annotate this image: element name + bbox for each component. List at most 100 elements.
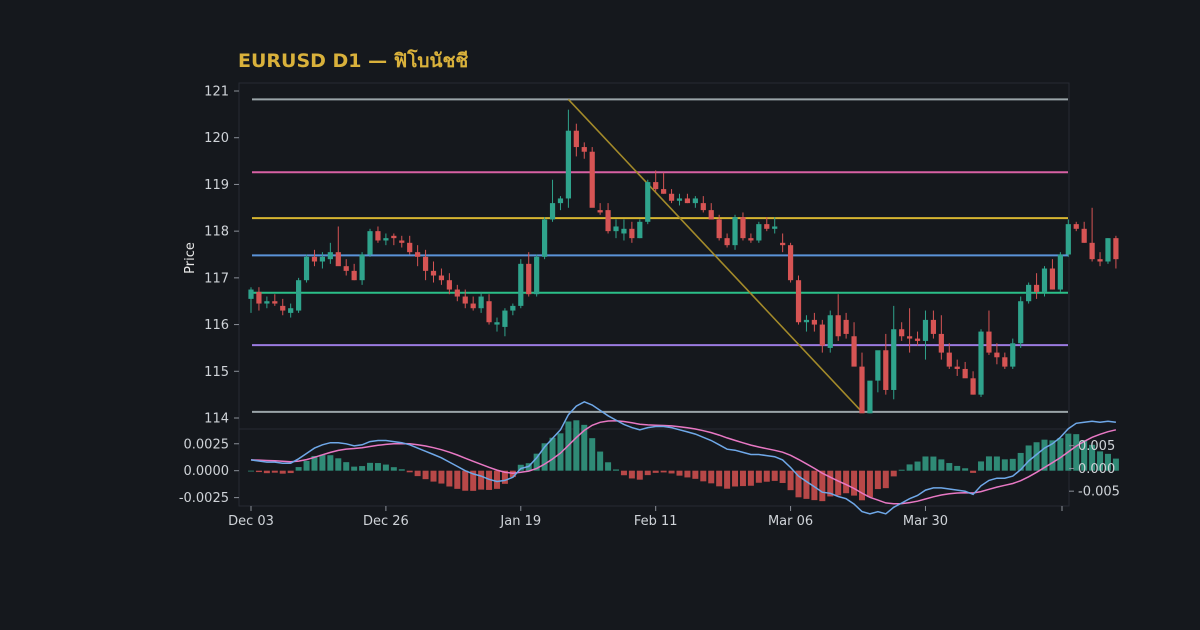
macd-histogram-bar — [620, 470, 627, 476]
macd-histogram-bar — [263, 470, 270, 474]
candle-body — [748, 238, 754, 241]
macd-histogram-bar — [906, 464, 913, 471]
macd-histogram-bar — [851, 470, 858, 496]
macd-histogram-bar — [716, 470, 723, 487]
candle-body — [899, 329, 905, 337]
candle-body — [1105, 238, 1111, 262]
macd-histogram-bar — [890, 470, 897, 477]
candle — [740, 212, 746, 241]
y-tick-label: 119 — [204, 178, 229, 193]
macd-histogram-bar — [835, 470, 842, 496]
candle — [518, 259, 524, 309]
candle-body — [422, 256, 429, 271]
candle-body — [1010, 343, 1016, 367]
macd-histogram-bar — [993, 456, 1000, 471]
candle — [787, 242, 794, 283]
y-tick-label: 121 — [204, 85, 229, 100]
macd-histogram-bar — [549, 437, 556, 471]
candle — [986, 310, 992, 355]
candle — [280, 298, 286, 316]
candle-body — [661, 189, 667, 194]
candle-body — [684, 198, 691, 204]
macd-histogram-bar — [271, 470, 278, 473]
x-tick-label: Feb 11 — [634, 514, 678, 529]
candle — [1113, 235, 1119, 269]
candle-body — [994, 352, 1000, 358]
candle — [1033, 273, 1040, 299]
candle-body — [367, 231, 373, 255]
candle-body — [462, 296, 468, 304]
y-tick-label: 116 — [204, 318, 229, 333]
chart-title: EURUSD D1 — ฟิโบนัชชี — [238, 50, 469, 72]
macd-histogram-bar — [533, 453, 540, 471]
candle — [446, 273, 452, 295]
candle — [1002, 352, 1008, 369]
macd-histogram-bar — [613, 469, 620, 471]
macd-histogram-bar — [279, 470, 286, 474]
candle-body — [589, 151, 595, 208]
candle-body — [549, 203, 556, 220]
candle-body — [867, 380, 873, 414]
macd-histogram-bar — [882, 470, 889, 489]
macd-histogram-bar — [1025, 445, 1032, 471]
candle — [764, 217, 770, 232]
candle-body — [407, 242, 413, 253]
macd-histogram-bar — [739, 470, 746, 487]
macd-right-tick-label: 0.000 — [1078, 462, 1115, 477]
candle — [383, 233, 389, 246]
x-tick-label: Dec 26 — [363, 514, 409, 529]
candle-body — [843, 319, 849, 334]
macd-histogram-bar — [406, 470, 413, 473]
x-axis: Dec 03 Dec 26 Jan 19 Feb 11 Mar 06 Mar 30 — [228, 506, 1063, 529]
candle — [526, 252, 532, 297]
macd-lines — [250, 400, 1117, 515]
candle — [367, 228, 373, 257]
candle — [1026, 282, 1032, 304]
candle — [907, 308, 913, 353]
candle-body — [700, 203, 706, 211]
macd-histogram-bar — [636, 470, 643, 480]
y-tick-label: 117 — [204, 271, 229, 286]
candle-body — [954, 366, 960, 369]
x-tick-label: Jan 19 — [499, 514, 541, 529]
candle-body — [359, 254, 365, 281]
candle-body — [343, 266, 349, 271]
candle — [946, 343, 952, 369]
trendline — [567, 98, 863, 413]
candle-body — [335, 252, 341, 267]
macd-histogram-bar — [922, 456, 929, 471]
candle-body — [438, 275, 445, 281]
candle — [724, 233, 730, 248]
candle — [803, 315, 810, 332]
macd-right-tick-label: 0.005 — [1078, 439, 1115, 454]
macd-histogram-bar — [795, 470, 802, 498]
candle-body — [740, 217, 746, 239]
macd-histogram-bar — [724, 470, 731, 489]
candle — [1010, 338, 1016, 369]
candle-body — [486, 301, 492, 323]
candle-body — [1089, 242, 1095, 260]
macd-histogram-bar — [644, 470, 651, 476]
macd-histogram-bar — [700, 470, 707, 482]
candle-body — [708, 210, 714, 220]
candle-body — [541, 219, 548, 257]
candle — [700, 196, 706, 213]
candle-body — [319, 256, 326, 262]
macd-histogram-bar — [501, 470, 508, 484]
macd-histogram-bar — [938, 459, 945, 471]
candle — [867, 380, 873, 414]
macd-histogram-bar — [454, 470, 461, 489]
candle-body — [692, 198, 698, 204]
candle — [311, 249, 318, 267]
candle — [692, 196, 698, 208]
macd-histogram-bar — [652, 470, 659, 473]
candle — [335, 226, 341, 267]
candle-body — [613, 226, 619, 232]
macd-y-tick-label: 0.0025 — [184, 437, 230, 452]
macd-histogram-bar — [589, 438, 596, 471]
macd-histogram-bar — [581, 424, 588, 471]
macd-histogram-bar — [486, 470, 493, 490]
candle — [351, 263, 357, 281]
macd-histogram-bar — [343, 462, 350, 471]
